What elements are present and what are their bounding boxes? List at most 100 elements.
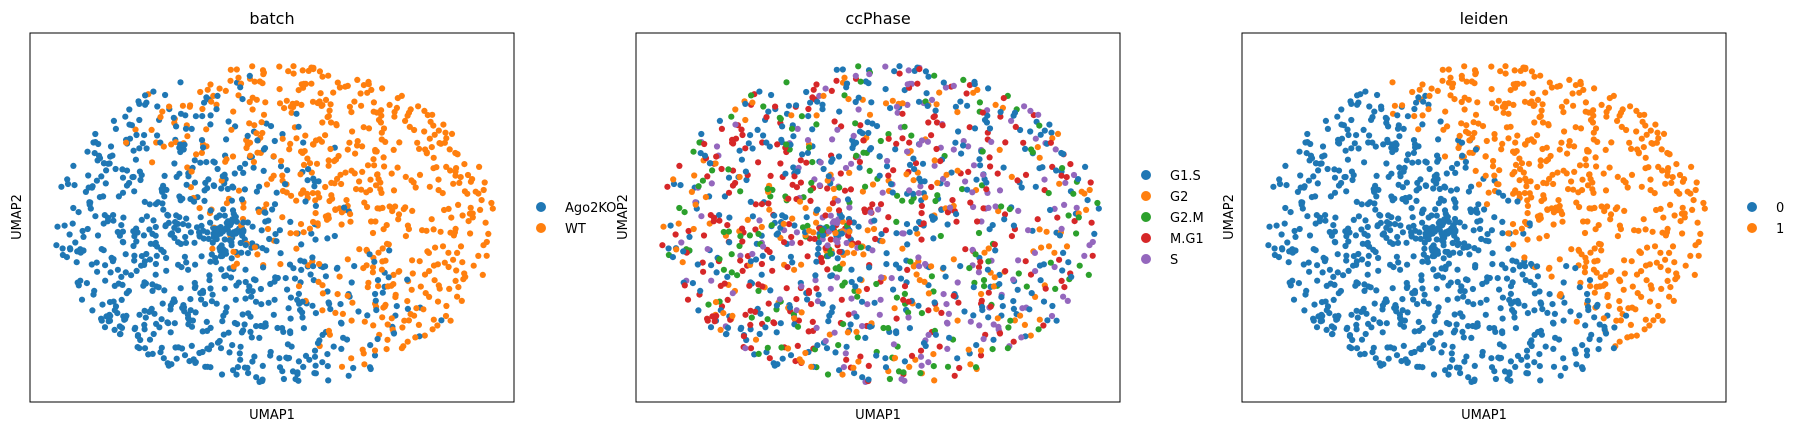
scatter-point-ago2ko bbox=[220, 331, 227, 338]
scatter-point-ago2ko bbox=[298, 266, 305, 273]
scatter-point-g2 bbox=[1034, 144, 1041, 151]
scatter-point-0 bbox=[1491, 214, 1498, 221]
scatter-point-1 bbox=[1447, 92, 1454, 99]
scatter-point-g1s bbox=[828, 158, 835, 165]
scatter-point-0 bbox=[1456, 364, 1463, 371]
y-axis-label: UMAP2 bbox=[1222, 194, 1237, 240]
scatter-point-0 bbox=[1348, 311, 1355, 318]
scatter-point-g2 bbox=[994, 315, 1001, 322]
scatter-point-g1s bbox=[677, 182, 684, 189]
scatter-point-wt bbox=[348, 317, 355, 324]
scatter-point-mg1 bbox=[725, 189, 733, 196]
scatter-point-g2 bbox=[752, 336, 760, 343]
scatter-point-1 bbox=[1667, 284, 1674, 291]
scatter-point-0 bbox=[1517, 262, 1524, 269]
scatter-point-g2 bbox=[744, 216, 751, 223]
scatter-point-wt bbox=[290, 70, 297, 77]
scatter-point-wt bbox=[454, 249, 461, 256]
scatter-point-g2m bbox=[854, 293, 861, 300]
scatter-point-1 bbox=[1555, 197, 1562, 204]
scatter-point-wt bbox=[319, 307, 326, 314]
scatter-point-mg1 bbox=[701, 140, 708, 148]
scatter-point-s bbox=[944, 320, 951, 327]
scatter-point-g1s bbox=[850, 219, 857, 226]
scatter-point-0 bbox=[1330, 296, 1337, 303]
scatter-point-s bbox=[1032, 268, 1039, 275]
scatter-point-0 bbox=[1344, 126, 1351, 133]
scatter-point-g1s bbox=[819, 101, 826, 108]
scatter-point-0 bbox=[1444, 213, 1451, 220]
scatter-point-0 bbox=[1419, 258, 1426, 265]
scatter-point-1 bbox=[1543, 232, 1550, 240]
scatter-point-ago2ko bbox=[300, 139, 307, 146]
scatter-point-g2 bbox=[1051, 249, 1058, 256]
scatter-point-s bbox=[915, 254, 922, 261]
scatter-point-mg1 bbox=[684, 296, 692, 303]
scatter-point-0 bbox=[1410, 222, 1417, 229]
scatter-point-ago2ko bbox=[167, 302, 174, 309]
scatter-point-1 bbox=[1638, 268, 1645, 275]
scatter-point-1 bbox=[1534, 183, 1541, 191]
scatter-point-0 bbox=[1469, 285, 1476, 293]
scatter-point-g1s bbox=[1001, 216, 1008, 223]
scatter-point-0 bbox=[1440, 197, 1447, 204]
scatter-point-mg1 bbox=[914, 80, 921, 87]
scatter-point-g1s bbox=[865, 376, 872, 383]
scatter-point-g2 bbox=[839, 260, 847, 267]
scatter-point-1 bbox=[1653, 139, 1660, 146]
scatter-point-mg1 bbox=[1087, 179, 1094, 186]
scatter-point-mg1 bbox=[966, 82, 974, 89]
scatter-point-0 bbox=[1499, 230, 1506, 237]
scatter-point-0 bbox=[1526, 340, 1534, 347]
scatter-point-ago2ko bbox=[192, 261, 199, 268]
scatter-point-g1s bbox=[979, 307, 986, 314]
scatter-point-ago2ko bbox=[185, 173, 192, 180]
scatter-point-g2 bbox=[930, 351, 937, 358]
scatter-point-wt bbox=[375, 249, 382, 256]
scatter-point-mg1 bbox=[704, 173, 711, 180]
scatter-point-1 bbox=[1620, 286, 1627, 293]
scatter-point-g1s bbox=[1017, 126, 1024, 134]
scatter-point-g2 bbox=[820, 92, 827, 99]
scatter-point-mg1 bbox=[700, 232, 708, 239]
scatter-point-1 bbox=[1530, 138, 1537, 145]
scatter-point-0 bbox=[1465, 323, 1472, 330]
scatter-point-wt bbox=[450, 232, 457, 239]
scatter-point-0 bbox=[1307, 152, 1315, 159]
scatter-point-0 bbox=[1497, 354, 1505, 362]
scatter-point-wt bbox=[435, 127, 442, 134]
scatter-point-mg1 bbox=[1071, 218, 1078, 225]
scatter-point-0 bbox=[1393, 352, 1401, 359]
scatter-point-s bbox=[950, 146, 957, 153]
scatter-point-ago2ko bbox=[73, 259, 80, 266]
scatter-point-g2m bbox=[908, 198, 915, 205]
scatter-point-mg1 bbox=[928, 183, 935, 191]
scatter-point-1 bbox=[1633, 332, 1640, 339]
scatter-point-mg1 bbox=[893, 315, 900, 322]
scatter-point-0 bbox=[1387, 239, 1394, 246]
scatter-point-g2m bbox=[885, 131, 892, 138]
scatter-point-0 bbox=[1433, 250, 1440, 257]
scatter-point-wt bbox=[187, 102, 194, 109]
scatter-point-wt bbox=[279, 214, 286, 221]
scatter-point-0 bbox=[1353, 345, 1361, 352]
scatter-point-0 bbox=[1342, 242, 1349, 250]
scatter-point-1 bbox=[1606, 164, 1613, 171]
scatter-point-0 bbox=[1433, 212, 1440, 219]
scatter-point-wt bbox=[334, 175, 341, 182]
scatter-point-1 bbox=[1572, 124, 1579, 131]
scatter-point-wt bbox=[240, 204, 247, 211]
scatter-point-0 bbox=[1404, 359, 1411, 366]
scatter-point-g1s bbox=[1084, 197, 1091, 204]
scatter-point-1 bbox=[1694, 219, 1701, 226]
scatter-point-g1s bbox=[1075, 176, 1082, 183]
scatter-point-mg1 bbox=[1014, 177, 1021, 184]
scatter-point-ago2ko bbox=[181, 352, 189, 359]
scatter-point-g1s bbox=[865, 80, 872, 87]
panel-title: ccPhase bbox=[845, 9, 910, 28]
scatter-point-wt bbox=[395, 216, 402, 223]
scatter-point-1 bbox=[1602, 271, 1609, 278]
scatter-point-s bbox=[940, 175, 947, 182]
scatter-point-g2m bbox=[885, 325, 892, 332]
scatter-point-0 bbox=[1434, 309, 1441, 316]
